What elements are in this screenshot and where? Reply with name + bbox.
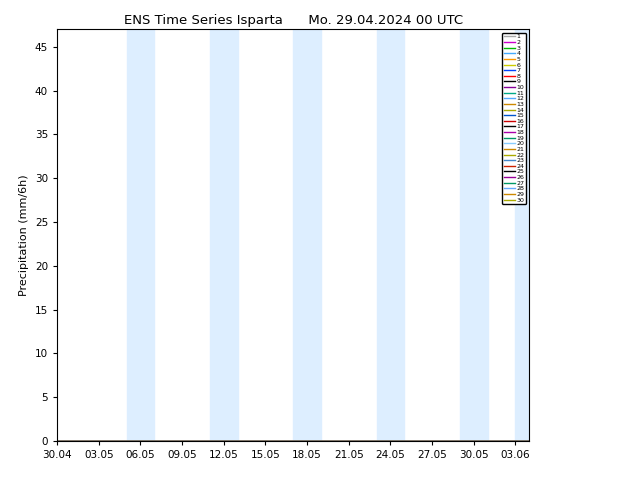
Bar (210, 29, 238, 441)
Legend: 1, 2, 3, 4, 5, 6, 7, 8, 9, 10, 11, 12, 13, 14, 15, 16, 17, 18, 19, 20, 21, 22, 2: 1, 2, 3, 4, 5, 6, 7, 8, 9, 10, 11, 12, 1… (502, 32, 526, 204)
Bar (127, 29, 154, 441)
Bar (515, 29, 529, 441)
Bar (377, 29, 404, 441)
Y-axis label: Precipitation (mm/6h): Precipitation (mm/6h) (19, 174, 29, 296)
Title: ENS Time Series Isparta      Mo. 29.04.2024 00 UTC: ENS Time Series Isparta Mo. 29.04.2024 0… (124, 14, 463, 27)
Bar (293, 29, 321, 441)
Bar (460, 29, 488, 441)
